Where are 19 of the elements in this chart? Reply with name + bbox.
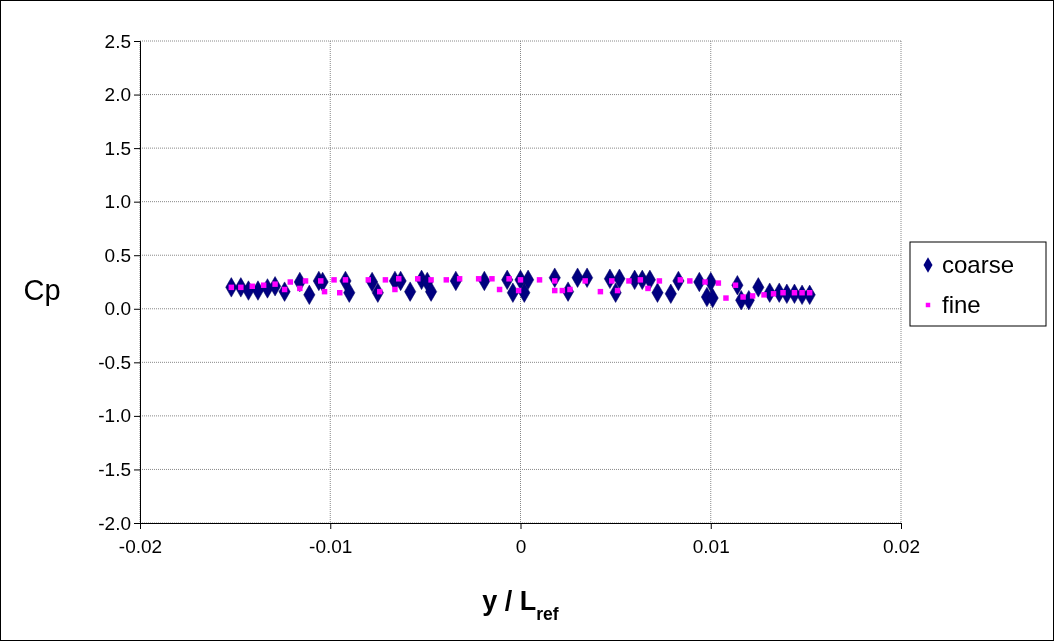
legend-label: fine: [942, 291, 981, 318]
x-tick-label: 0.02: [883, 535, 920, 557]
y-tick-label: -0.5: [98, 351, 131, 373]
y-tick-label: -1.0: [98, 405, 131, 427]
y-tick-label: 0.5: [104, 244, 131, 266]
y-tick-label: 1.5: [104, 137, 131, 159]
legend-label: coarse: [942, 251, 1015, 278]
x-tick-label: -0.02: [118, 535, 163, 557]
y-tick-label: 2.5: [104, 30, 131, 52]
x-tick-label: 0: [515, 535, 527, 557]
y-tick-label: 2.0: [104, 84, 131, 106]
y-tick-label: -2.0: [98, 512, 131, 534]
y-tick-label: -1.5: [98, 459, 131, 481]
x-tick-label: -0.01: [309, 535, 353, 557]
y-axis-title: Cp: [23, 274, 61, 306]
y-tick-label: 1.0: [104, 191, 131, 213]
x-axis-title: y / L$_{ref}$: [482, 586, 559, 624]
y-tick-label: 0.0: [104, 298, 131, 320]
x-tick-label: 0.01: [692, 535, 730, 557]
